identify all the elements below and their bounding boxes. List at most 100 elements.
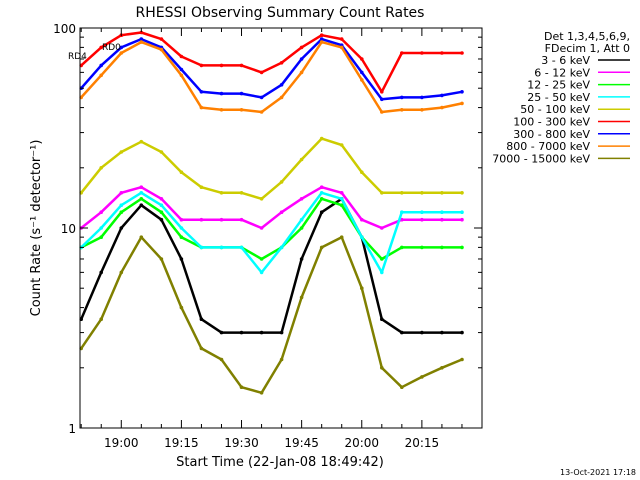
data-point — [159, 203, 164, 207]
data-point — [440, 93, 444, 98]
series-line — [80, 197, 462, 261]
data-point — [279, 210, 284, 214]
data-point — [199, 217, 204, 222]
data-point — [460, 245, 464, 250]
data-point — [99, 166, 103, 170]
data-point — [199, 90, 204, 94]
x-tick-label: 19:15 — [164, 436, 199, 450]
data-point — [400, 385, 404, 390]
data-point — [219, 63, 224, 68]
data-point — [380, 97, 384, 102]
data-point — [219, 217, 224, 222]
data-point — [159, 217, 164, 222]
data-point — [299, 217, 304, 222]
legend-label: 7000 - 15000 keV — [492, 152, 590, 165]
data-point — [440, 217, 444, 222]
data-point — [440, 191, 444, 195]
data-point — [99, 210, 103, 214]
data-point — [179, 54, 184, 59]
data-point — [319, 197, 324, 201]
y-tick-label: 10 — [61, 222, 76, 236]
data-point — [339, 191, 344, 195]
data-point — [380, 270, 384, 275]
data-point — [339, 197, 344, 201]
data-point — [360, 70, 364, 75]
data-point — [199, 317, 204, 322]
data-point — [440, 330, 444, 335]
data-point — [460, 217, 464, 222]
data-point — [420, 375, 424, 379]
data-point — [219, 330, 224, 335]
legend-label: 12 - 25 keV — [527, 79, 590, 92]
data-point — [159, 47, 164, 52]
data-point — [400, 95, 404, 100]
data-point — [420, 217, 424, 222]
data-point — [360, 286, 364, 291]
data-point — [259, 197, 264, 201]
x-tick-label: 19:00 — [104, 436, 139, 450]
data-point — [119, 51, 124, 55]
data-point — [139, 139, 144, 144]
x-axis-label: Start Time (22-Jan-08 18:49:42) — [176, 455, 384, 470]
data-point — [99, 73, 103, 78]
data-point — [460, 330, 464, 335]
data-point — [400, 51, 404, 55]
series-line — [80, 37, 463, 101]
data-point — [259, 330, 264, 335]
data-point — [339, 203, 344, 207]
data-point — [460, 191, 464, 195]
data-point — [360, 78, 364, 82]
series-line — [80, 191, 462, 274]
data-point — [219, 357, 224, 362]
data-point — [179, 73, 184, 78]
data-point — [259, 70, 264, 75]
data-point — [179, 235, 184, 239]
footer-timestamp: 13-Oct-2021 17:18 — [560, 468, 636, 477]
legend: Det 1,3,4,5,6,9, FDecim 1, Att 0 3 - 6 k… — [492, 30, 630, 165]
data-point — [99, 235, 103, 239]
data-point — [219, 108, 224, 112]
data-point — [380, 317, 384, 322]
data-point — [299, 295, 304, 300]
data-point — [279, 95, 284, 100]
data-point — [139, 37, 144, 41]
data-point — [440, 105, 444, 110]
data-point — [299, 257, 304, 261]
data-point — [119, 150, 124, 154]
data-point — [319, 191, 324, 195]
y-axis: 1 10 100 — [53, 22, 482, 436]
data-point — [119, 191, 124, 195]
annotation-rd0: RD0 — [102, 43, 121, 53]
series-line — [80, 137, 462, 201]
data-point — [239, 63, 244, 68]
data-point — [219, 245, 224, 250]
data-point — [159, 257, 164, 261]
data-point — [239, 217, 244, 222]
legend-label: 50 - 100 keV — [520, 103, 590, 116]
plot-area — [79, 30, 464, 395]
data-point — [339, 37, 344, 41]
y-tick-label: 100 — [53, 22, 76, 36]
legend-label: 800 - 7000 keV — [506, 140, 590, 153]
data-point — [259, 226, 264, 230]
data-point — [219, 91, 224, 96]
data-point — [319, 245, 324, 250]
data-point — [360, 235, 364, 239]
data-point — [239, 245, 244, 250]
data-point — [440, 210, 444, 214]
data-point — [279, 330, 284, 335]
data-point — [319, 40, 324, 44]
data-point — [319, 33, 324, 37]
data-point — [159, 210, 164, 214]
data-point — [460, 210, 464, 214]
data-point — [460, 357, 464, 362]
data-point — [299, 157, 304, 162]
data-point — [259, 110, 264, 114]
series-line — [80, 235, 463, 395]
data-point — [420, 95, 424, 100]
data-point — [380, 90, 384, 94]
data-point — [199, 105, 204, 110]
data-point — [400, 245, 404, 250]
data-point — [319, 185, 324, 189]
